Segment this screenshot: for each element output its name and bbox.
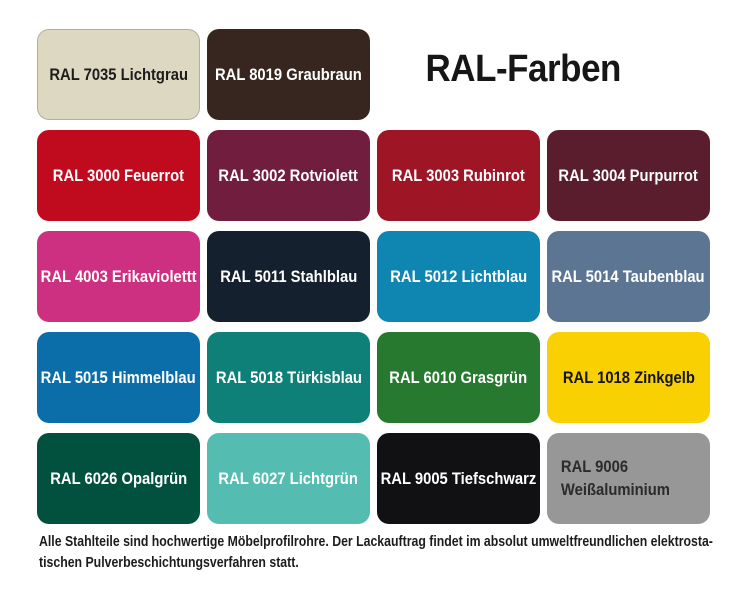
swatch-grid: RAL 7035 Lichtgrau RAL 8019 Graubraun RA… xyxy=(37,29,710,524)
swatch-label-ral-7035: RAL 7035 Lichtgrau xyxy=(49,64,188,84)
swatch-ral-9006: RAL 9006 Weißaluminium xyxy=(547,433,710,524)
swatch-label-ral-3004: RAL 3004 Purpurrot xyxy=(558,165,699,185)
swatch-label-ral-9006: RAL 9006 Weißaluminium xyxy=(560,456,670,499)
swatch-ral-3000: RAL 3000 Feuerrot xyxy=(37,130,200,221)
swatch-label-ral-9005: RAL 9005 Tiefschwarz xyxy=(380,468,537,488)
swatch-ral-5018: RAL 5018 Türkisblau xyxy=(207,332,370,423)
swatch-label-ral-6026: RAL 6026 Opalgrün xyxy=(50,468,187,488)
swatch-ral-6027: RAL 6027 Lichtgrün xyxy=(207,433,370,524)
page-title: RAL-Farben xyxy=(425,48,622,90)
swatch-label-ral-3002: RAL 3002 Rotviolett xyxy=(218,165,359,185)
swatch-ral-5015: RAL 5015 Himmelblau xyxy=(37,332,200,423)
swatch-ral-3002: RAL 3002 Rotviolett xyxy=(207,130,370,221)
swatch-ral-1018: RAL 1018 Zinkgelb xyxy=(547,332,710,423)
swatch-label-ral-1018: RAL 1018 Zinkgelb xyxy=(562,367,695,387)
swatch-ral-5011: RAL 5011 Stahlblau xyxy=(207,231,370,322)
swatch-ral-5014: RAL 5014 Taubenblau xyxy=(547,231,710,322)
swatch-label-ral-5015: RAL 5015 Himmelblau xyxy=(40,367,197,387)
swatch-ral-7035: RAL 7035 Lichtgrau xyxy=(37,29,200,120)
swatch-ral-6026: RAL 6026 Opalgrün xyxy=(37,433,200,524)
swatch-ral-9005: RAL 9005 Tiefschwarz xyxy=(377,433,540,524)
title-area: RAL-Farben xyxy=(377,29,710,120)
swatch-ral-6010: RAL 6010 Grasgrün xyxy=(377,332,540,423)
swatch-label-ral-5012: RAL 5012 Lichtblau xyxy=(390,266,527,286)
swatch-label-ral-6010: RAL 6010 Grasgrün xyxy=(389,367,528,387)
swatch-label-ral-8019: RAL 8019 Graubraun xyxy=(215,64,362,84)
swatch-ral-8019: RAL 8019 Graubraun xyxy=(207,29,370,120)
swatch-ral-5012: RAL 5012 Lichtblau xyxy=(377,231,540,322)
swatch-label-ral-3003: RAL 3003 Rubinrot xyxy=(392,165,525,185)
swatch-label-ral-4003: RAL 4003 Erikaviolettt xyxy=(40,266,197,286)
swatch-label-ral-5014: RAL 5014 Taubenblau xyxy=(551,266,706,286)
swatch-label-ral-3000: RAL 3000 Feuerrot xyxy=(52,165,185,185)
footer-note: Alle Stahlteile sind hochwertige Möbelpr… xyxy=(39,533,713,571)
swatch-ral-3003: RAL 3003 Rubinrot xyxy=(377,130,540,221)
swatch-ral-3004: RAL 3004 Purpurrot xyxy=(547,130,710,221)
swatch-label-ral-6027: RAL 6027 Lichtgrün xyxy=(218,468,359,488)
swatch-ral-4003: RAL 4003 Erikaviolettt xyxy=(37,231,200,322)
swatch-label-ral-5011: RAL 5011 Stahlblau xyxy=(220,266,357,286)
swatch-label-ral-5018: RAL 5018 Türkisblau xyxy=(215,367,362,387)
